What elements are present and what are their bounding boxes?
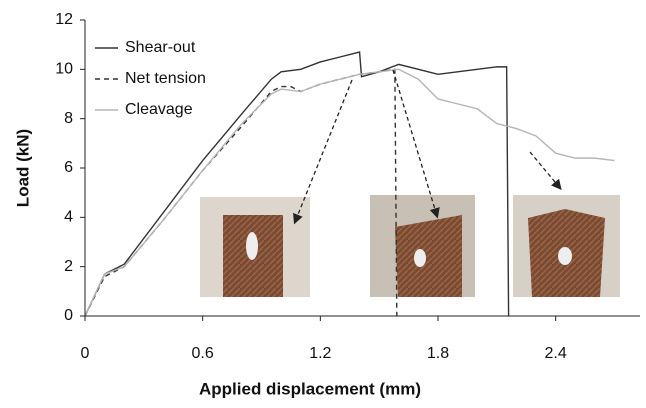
specimen-hole xyxy=(246,232,258,260)
legend-label: Shear-out xyxy=(125,39,196,56)
specimen-hole xyxy=(414,249,426,267)
y-tick-label: 12 xyxy=(55,11,73,28)
arrow xyxy=(530,152,560,188)
y-tick-label: 4 xyxy=(64,209,73,226)
y-tick-label: 2 xyxy=(64,258,73,275)
x-tick-label: 2.4 xyxy=(545,345,567,362)
chart: Applied displacement (mm) Load (kN) 0 2 4 6… xyxy=(0,0,646,408)
x-tick-label: 0 xyxy=(81,345,90,362)
specimen-hole xyxy=(558,247,572,265)
x-tick-label: 0.6 xyxy=(192,345,214,362)
x-axis-title: Applied displacement (mm) xyxy=(199,379,421,398)
y-tick-label: 0 xyxy=(64,307,73,324)
specimen xyxy=(395,215,462,297)
x-tick-label: 1.8 xyxy=(427,345,449,362)
legend-label: Net tension xyxy=(125,70,206,87)
legend-label: Cleavage xyxy=(125,101,193,118)
y-axis-title: Load (kN) xyxy=(13,129,32,207)
y-tick-label: 6 xyxy=(64,159,73,176)
y-tick-label: 10 xyxy=(55,61,73,78)
y-tick-label: 8 xyxy=(64,110,73,127)
x-tick-label: 1.2 xyxy=(309,345,331,362)
photos xyxy=(200,195,620,297)
